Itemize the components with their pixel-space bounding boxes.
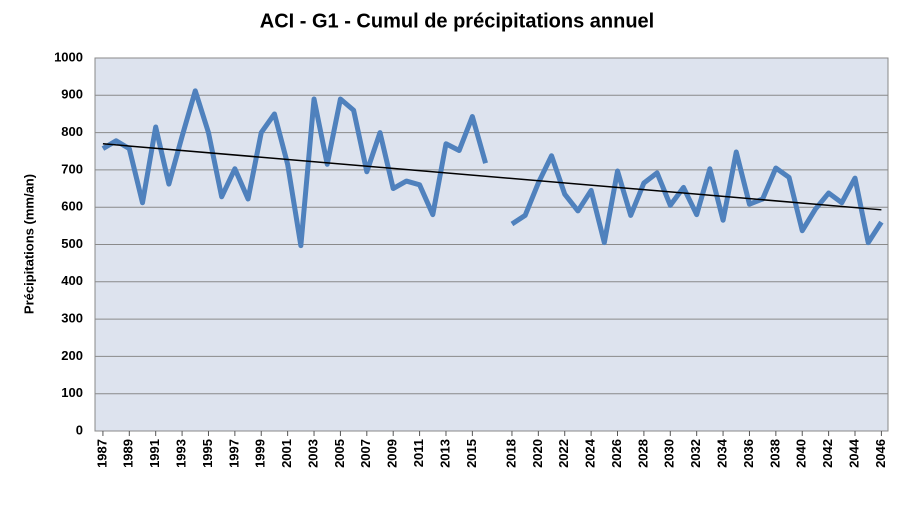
x-tick-label: 2022 xyxy=(556,439,571,468)
y-axis-label: Précipitations (mm/an) xyxy=(21,174,36,314)
chart-title: ACI - G1 - Cumul de précipitations annue… xyxy=(260,10,654,32)
x-tick-label: 2032 xyxy=(688,439,703,468)
x-tick-label: 1991 xyxy=(147,439,162,468)
x-tick-label: 2046 xyxy=(873,439,888,468)
data-line xyxy=(101,88,884,249)
x-tick-label: 1989 xyxy=(121,439,136,468)
x-tick-label: 2018 xyxy=(503,439,518,468)
x-tick-label: 2026 xyxy=(609,439,624,468)
y-tick-label: 600 xyxy=(61,199,83,214)
x-tick-label: 2042 xyxy=(820,439,835,468)
x-tick-label: 2003 xyxy=(305,439,320,468)
y-tick-label: 500 xyxy=(61,236,83,251)
x-tick-label: 2015 xyxy=(464,439,479,468)
x-tick-label: 2036 xyxy=(741,439,756,468)
x-tick-label: 2038 xyxy=(767,439,782,468)
trend-line xyxy=(102,143,882,211)
y-tick-label: 400 xyxy=(61,273,83,288)
x-tick-label: 2030 xyxy=(662,439,677,468)
x-tick-label: 2007 xyxy=(358,439,373,468)
y-tick-label: 800 xyxy=(61,124,83,139)
x-tick-label: 2044 xyxy=(846,438,861,468)
y-tick-label: 900 xyxy=(61,87,83,102)
x-tick-label: 1995 xyxy=(200,439,215,468)
x-tick-label: 2013 xyxy=(437,439,452,468)
y-tick-label: 700 xyxy=(61,161,83,176)
x-tick-label: 2024 xyxy=(583,438,598,468)
y-tick-label: 300 xyxy=(61,311,83,326)
x-tick-label: 2040 xyxy=(794,439,809,468)
x-tick-label: 2020 xyxy=(530,439,545,468)
x-tick-label: 1993 xyxy=(174,439,189,468)
y-tick-label: 1000 xyxy=(54,49,83,64)
x-tick-label: 1987 xyxy=(94,439,109,468)
x-tick-label: 2011 xyxy=(411,439,426,467)
x-tick-label: 2001 xyxy=(279,439,294,468)
y-tick-label: 0 xyxy=(76,422,83,437)
y-tick-label: 100 xyxy=(61,385,83,400)
x-tick-label: 2009 xyxy=(385,439,400,468)
x-tick-label: 2028 xyxy=(635,439,650,468)
x-tick-label: 2005 xyxy=(332,439,347,468)
x-tick-label: 1999 xyxy=(253,439,268,468)
x-tick-label: 1997 xyxy=(226,439,241,468)
y-tick-label: 200 xyxy=(61,348,83,363)
x-tick-label: 2034 xyxy=(715,438,730,468)
